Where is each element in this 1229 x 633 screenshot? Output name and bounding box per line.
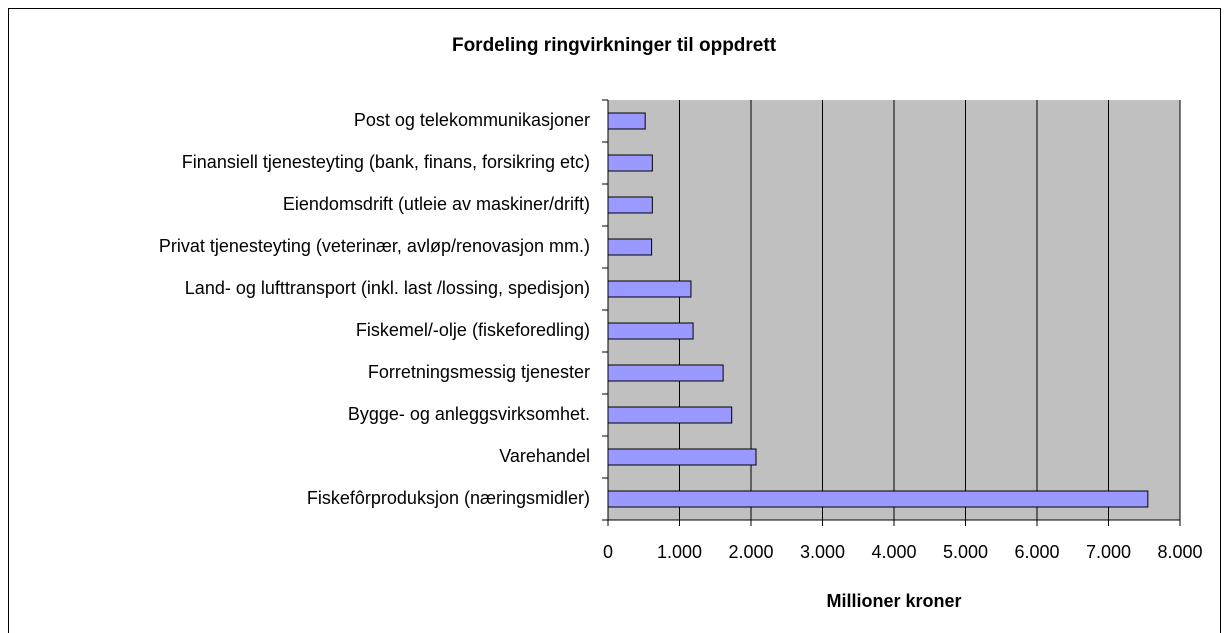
bar [607, 154, 653, 172]
y-tick-label: Eiendomsdrift (utleie av maskiner/drift) [283, 194, 590, 214]
y-tick-label: Land- og lufttransport (inkl. last /loss… [185, 278, 590, 298]
x-tick-label: 4.000 [871, 542, 916, 562]
bar [607, 280, 692, 298]
bar [607, 196, 653, 214]
bar [607, 238, 653, 256]
bar [607, 322, 694, 340]
y-tick-label: Bygge- og anleggsvirksomhet. [348, 404, 590, 424]
x-tick-label: 3.000 [800, 542, 845, 562]
x-tick-label: 2.000 [728, 542, 773, 562]
chart-title: Fordeling ringvirkninger til oppdrett [452, 35, 777, 56]
x-tick-label: 0 [603, 542, 613, 562]
bar [607, 406, 733, 424]
x-tick-label: 5.000 [943, 542, 988, 562]
x-tick-label: 7.000 [1086, 542, 1131, 562]
bar [607, 364, 724, 382]
bar [607, 112, 646, 130]
y-tick-label: Varehandel [499, 446, 590, 466]
bar [607, 448, 757, 466]
y-tick-label: Fiskemel/-olje (fiskeforedling) [356, 320, 590, 340]
y-tick-label: Privat tjenesteyting (veterinær, avløp/r… [159, 236, 590, 256]
x-axis-title: Millioner kroner [826, 591, 961, 611]
x-tick-label: 1.000 [657, 542, 702, 562]
y-tick-label: Post og telekommunikasjoner [354, 110, 590, 130]
y-tick-label: Forretningsmessig tjenester [368, 362, 590, 382]
x-tick-label: 6.000 [1014, 542, 1059, 562]
y-tick-label: Fiskefôrproduksjon (næringsmidler) [307, 488, 590, 508]
bar [607, 490, 1149, 508]
y-tick-label: Finansiell tjenesteyting (bank, finans, … [182, 152, 590, 172]
x-tick-label: 8.000 [1157, 542, 1202, 562]
